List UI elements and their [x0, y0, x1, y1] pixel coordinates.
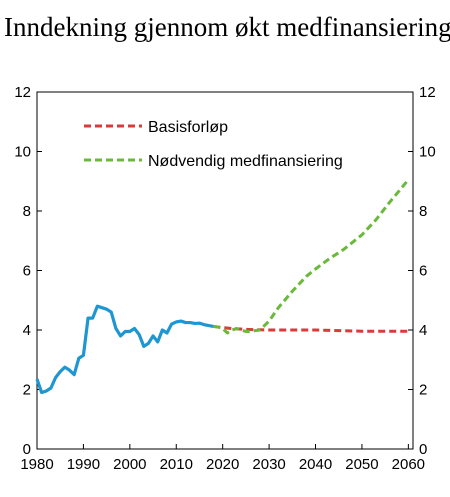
- y-tick-label-right-0: 0: [419, 441, 427, 458]
- legend-label-0: Basisforløp: [148, 119, 228, 136]
- y-tick-label-right-2: 4: [419, 322, 427, 339]
- y-tick-label-right-4: 8: [419, 203, 427, 220]
- series-line-0: [35, 304, 214, 395]
- x-tick-label-5: 2030: [252, 456, 285, 473]
- y-tick-label-left-4: 8: [23, 203, 31, 220]
- chart-title: Inndekning gjennom økt medfinansiering: [4, 12, 450, 42]
- x-tick-label-4: 2020: [206, 456, 239, 473]
- y-tick-label-left-0: 0: [23, 441, 31, 458]
- y-tick-label-right-3: 6: [419, 263, 427, 280]
- y-tick-label-left-3: 6: [23, 263, 31, 280]
- y-tick-label-right-5: 10: [419, 144, 436, 161]
- y-tick-label-left-5: 10: [14, 144, 31, 161]
- legend-label-1: Nødvendig medfinansiering: [148, 153, 343, 170]
- y-tick-label-left-2: 4: [23, 322, 31, 339]
- x-tick-label-3: 2010: [160, 456, 193, 473]
- x-tick-label-7: 2050: [345, 456, 378, 473]
- plot-frame: [36, 91, 414, 450]
- x-tick-label-8: 2060: [392, 456, 425, 473]
- y-tick-label-left-1: 2: [23, 382, 31, 399]
- series-line-2: [213, 178, 410, 335]
- x-tick-label-6: 2040: [299, 456, 332, 473]
- x-tick-label-1: 1990: [67, 456, 100, 473]
- y-tick-label-right-1: 2: [419, 382, 427, 399]
- x-tick-label-0: 1980: [20, 456, 53, 473]
- x-tick-label-2: 2000: [113, 456, 146, 473]
- y-tick-label-right-6: 12: [419, 84, 436, 101]
- y-tick-label-left-6: 12: [14, 84, 31, 101]
- series-line-1: [213, 324, 409, 333]
